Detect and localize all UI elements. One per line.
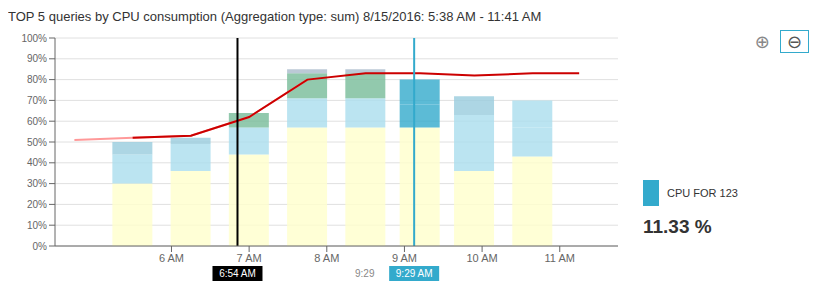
svg-text:80%: 80% — [27, 74, 47, 85]
svg-text:90%: 90% — [27, 53, 47, 64]
html-text:CPU FOR 123: CPU FOR 123 — [667, 187, 738, 199]
svg-text:8 AM: 8 AM — [314, 252, 339, 264]
svg-text:7 AM: 7 AM — [237, 252, 262, 264]
svg-text:6 AM: 6 AM — [159, 252, 184, 264]
svg-text:10%: 10% — [27, 220, 47, 231]
svg-text:0%: 0% — [33, 241, 48, 252]
svg-text:9 AM: 9 AM — [392, 252, 417, 264]
svg-text:50%: 50% — [27, 137, 47, 148]
svg-text:9:29: 9:29 — [355, 268, 375, 279]
svg-text:11 AM: 11 AM — [545, 252, 575, 264]
svg-text:60%: 60% — [27, 116, 47, 127]
svg-text:70%: 70% — [27, 95, 47, 106]
svg-text:9:29 AM: 9:29 AM — [396, 268, 433, 279]
html-text:TOP 5 queries by CPU consumpti: TOP 5 queries by CPU consumption (Aggreg… — [8, 9, 542, 24]
svg-text:40%: 40% — [27, 157, 47, 168]
svg-text:20%: 20% — [27, 199, 47, 210]
svg-text:100%: 100% — [21, 33, 47, 44]
html-text:11.33 %: 11.33 % — [643, 216, 712, 237]
svg-text:6:54 AM: 6:54 AM — [219, 268, 256, 279]
svg-text:10 AM: 10 AM — [467, 252, 498, 264]
svg-text:30%: 30% — [27, 178, 47, 189]
